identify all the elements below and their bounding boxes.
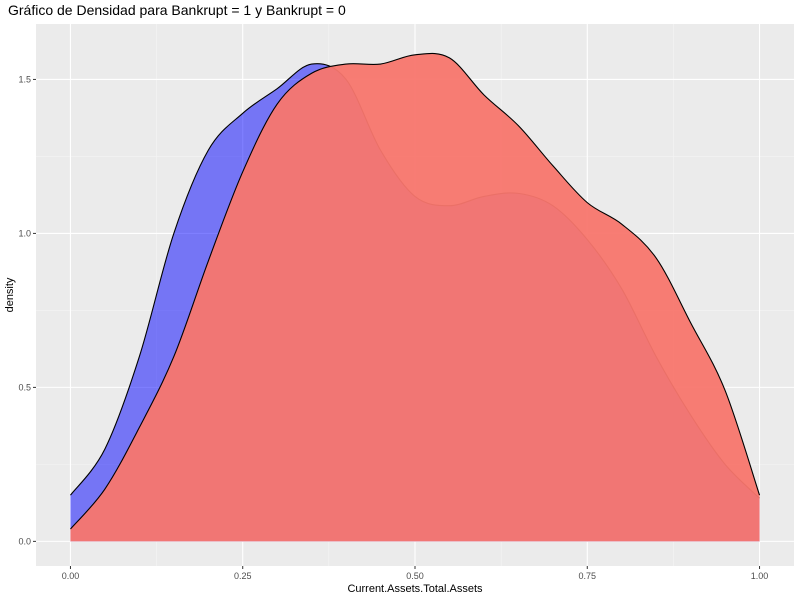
y-axis-title: density xyxy=(4,277,16,312)
density-curve-2 xyxy=(70,52,761,530)
density-areas xyxy=(70,52,761,542)
density-area-2 xyxy=(70,53,760,542)
x-tick-label: 0.25 xyxy=(234,571,252,581)
y-tick-label: 1.5 xyxy=(18,74,31,84)
axes: 0.00 0.25 0.50 0.75 1.00 0.0 0.5 1.0 1.5 xyxy=(18,74,768,581)
x-tick-label: 0.50 xyxy=(406,571,424,581)
x-tick-label: 0.75 xyxy=(579,571,597,581)
x-tick-label: 0.00 xyxy=(62,571,80,581)
chart-title: Gráfico de Densidad para Bankrupt = 1 y … xyxy=(8,2,346,18)
y-tick-label: 0.0 xyxy=(18,536,31,546)
x-axis-title: Current.Assets.Total.Assets xyxy=(347,583,483,595)
y-tick-label: 1.0 xyxy=(18,228,31,238)
y-tick-label: 0.5 xyxy=(18,382,31,392)
x-tick-label: 1.00 xyxy=(751,571,769,581)
